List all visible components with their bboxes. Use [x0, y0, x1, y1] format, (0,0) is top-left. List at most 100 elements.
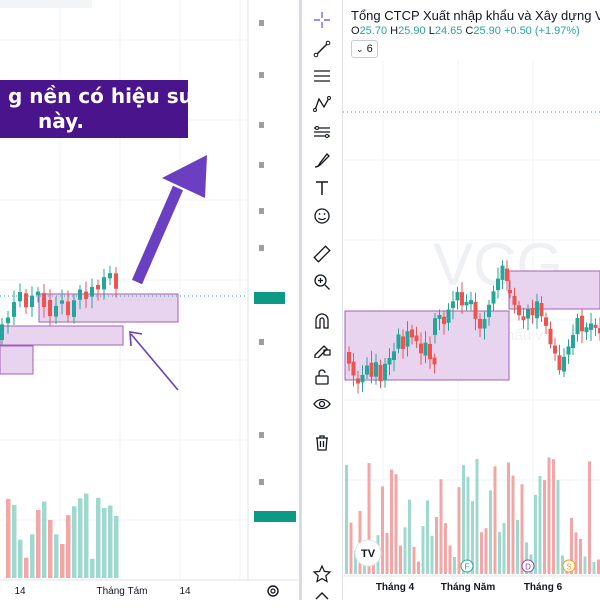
candle-body	[487, 304, 491, 318]
volume-bar	[421, 526, 425, 574]
candle-body	[419, 343, 423, 354]
candle-body	[584, 327, 589, 333]
left-chart-canvas[interactable]: 14 Tháng Tám 14	[0, 0, 299, 600]
right-chart-canvas[interactable]: VCG Tổng CTCP Xuất nhập khẩu v TV F D S …	[343, 0, 600, 600]
right-x-label-1: Tháng 4	[376, 582, 415, 593]
candle-body	[108, 273, 112, 279]
candle-body	[521, 316, 526, 321]
ruler-icon[interactable]	[310, 242, 334, 266]
candle-body	[473, 301, 478, 319]
event-badge-s[interactable]: S	[562, 559, 576, 573]
left-price-axis[interactable]	[248, 0, 299, 580]
volume-bar	[543, 480, 546, 574]
volume-tag	[254, 511, 296, 522]
interval-value: 6	[366, 43, 373, 55]
volume-bar	[66, 515, 71, 578]
volume-bar	[381, 486, 384, 574]
volume-bar	[471, 501, 474, 574]
volume-bar	[399, 545, 402, 574]
candle-body	[369, 362, 374, 377]
zone-middle	[0, 325, 124, 346]
candle-body	[351, 361, 356, 376]
unlock-icon[interactable]	[310, 365, 334, 389]
volume-bar	[345, 464, 348, 574]
candle-body	[553, 345, 557, 354]
candle-body	[455, 292, 460, 301]
candle-body	[114, 273, 118, 289]
event-badge-f[interactable]: F	[460, 559, 474, 573]
crosshair-icon[interactable]	[310, 8, 334, 32]
volume-bar	[453, 556, 456, 574]
volume-bar	[592, 562, 596, 574]
volume-bar	[489, 490, 492, 574]
svg-text:S: S	[566, 563, 571, 572]
volume-bar	[430, 535, 434, 574]
volume-bar	[48, 519, 53, 578]
brush-icon[interactable]	[310, 148, 334, 172]
candle-body	[566, 346, 571, 355]
right-zone-right	[508, 270, 600, 310]
candle-body	[557, 355, 562, 371]
left-x-label-1: 14	[14, 586, 26, 597]
volume-bar	[538, 475, 542, 574]
emoji-icon[interactable]	[310, 204, 334, 228]
volume-bar	[78, 498, 83, 578]
symbol-title[interactable]: Tổng CTCP Xuất nhập khẩu và Xây dựng Việ	[351, 8, 600, 23]
volume-bar	[408, 499, 411, 574]
magnet-icon[interactable]	[310, 309, 334, 333]
volume-bar	[403, 527, 407, 574]
banner-line-1: g nền có hiệu suất	[8, 84, 216, 108]
volume-bar	[426, 500, 429, 574]
horizontal-lines-icon[interactable]	[310, 64, 334, 88]
volume-bar	[394, 474, 398, 574]
gear-icon[interactable]	[267, 585, 279, 597]
candle-body	[18, 292, 22, 302]
right-chart-pane[interactable]: VCG Tổng CTCP Xuất nhập khẩu v TV F D S …	[343, 0, 600, 600]
axis-mark	[259, 245, 264, 251]
candle-body	[347, 352, 351, 364]
svg-text:TV: TV	[361, 548, 376, 560]
pattern-icon[interactable]	[310, 92, 334, 116]
candle-body	[548, 328, 553, 345]
candle-body	[460, 292, 464, 306]
axis-mark	[259, 162, 264, 168]
svg-text:F: F	[465, 563, 470, 572]
candle-body	[562, 356, 566, 372]
lock-draw-icon[interactable]	[310, 336, 334, 360]
volume-bar	[498, 531, 501, 574]
candle-body	[508, 290, 512, 294]
candle-body	[539, 303, 544, 317]
trend-line-icon[interactable]	[310, 37, 334, 61]
left-chart-pane[interactable]: 14 Tháng Tám 14 g nền có hiệu suất này.	[0, 0, 299, 600]
fib-icon[interactable]	[310, 120, 334, 144]
candle-body	[0, 324, 4, 340]
volume-bar	[349, 522, 353, 574]
ohlc-legend: O25.70 H25.90 L24.65 C25.90 +0.50 (+1.97…	[351, 25, 580, 37]
volume-bar	[18, 539, 23, 578]
trash-icon[interactable]	[310, 431, 334, 455]
candle-body	[491, 291, 496, 304]
candle-body	[360, 374, 365, 383]
pane-divider[interactable]	[299, 0, 302, 600]
candle-body	[496, 278, 500, 291]
event-badge-d[interactable]: D	[521, 559, 535, 573]
close-value: 25.90	[473, 25, 501, 37]
promo-banner: g nền có hiệu suất này.	[0, 80, 216, 138]
zoom-in-icon[interactable]	[310, 270, 334, 294]
text-icon[interactable]	[310, 176, 334, 200]
volume-bar	[390, 469, 393, 574]
volume-bar	[6, 498, 11, 578]
candle-body	[580, 315, 584, 332]
interval-button[interactable]: ⌄ 6	[351, 40, 378, 58]
axis-mark	[259, 208, 264, 214]
volume-bar	[534, 494, 537, 574]
candle-body	[526, 309, 530, 319]
chevron-up-icon[interactable]	[310, 584, 334, 608]
volume-bar	[579, 538, 582, 574]
eye-icon[interactable]	[310, 392, 334, 416]
star-icon[interactable]	[310, 562, 334, 586]
volume-bar	[84, 493, 89, 578]
banner-line-2: này.	[38, 109, 84, 133]
candle-body	[96, 284, 100, 290]
candle-body	[356, 378, 360, 384]
